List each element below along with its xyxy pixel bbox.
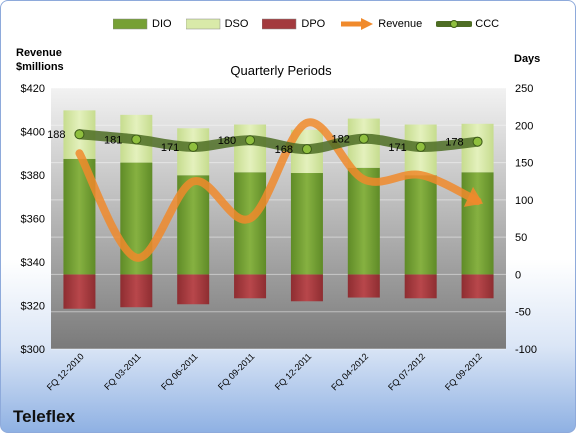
right-axis-title: Days — [514, 53, 541, 65]
category-label: FQ 12-2011 — [273, 351, 314, 392]
category-label: FQ 09-2012 — [443, 351, 484, 392]
category-label: FQ 09-2011 — [216, 351, 257, 392]
right-tick-label: 50 — [515, 232, 527, 244]
ccc-marker — [188, 141, 199, 152]
legend-label: Revenue — [378, 18, 423, 30]
legend-item: DSO — [185, 17, 249, 31]
legend-item: CCC — [436, 17, 499, 31]
legend-swatch-bar — [262, 18, 297, 30]
left-tick-label: $320 — [21, 301, 45, 313]
dso-bar — [234, 124, 267, 173]
legend-label: CCC — [475, 18, 500, 30]
ccc-data-label: 168 — [275, 144, 293, 156]
right-tick-label: -50 — [515, 307, 531, 319]
category-label: FQ 06-2011 — [159, 351, 200, 392]
legend-label: DIO — [152, 18, 172, 30]
dpo-bar — [404, 274, 437, 299]
chart-title-text: Quarterly Periods — [230, 63, 332, 78]
legend-swatch — [113, 18, 148, 30]
legend-swatch — [185, 18, 220, 30]
left-tick-label: $300 — [21, 344, 45, 356]
ccc-data-label: 180 — [218, 135, 236, 147]
plot-area — [51, 88, 506, 349]
legend-swatch-marker — [450, 20, 459, 28]
revenue-arrowhead — [463, 186, 484, 207]
legend-item: DIO — [113, 17, 172, 31]
legend-swatch — [341, 18, 374, 30]
ccc-marker — [74, 129, 85, 140]
left-tick-label: $340 — [21, 257, 45, 269]
dio-bar — [461, 172, 494, 275]
left-axis-title: Revenue $millions — [16, 47, 64, 73]
ccc-data-label: 182 — [331, 134, 349, 146]
legend-item: Revenue — [339, 17, 422, 31]
dpo-bar — [177, 274, 210, 305]
right-tick-label: 100 — [515, 195, 533, 207]
legend-label: DSO — [224, 18, 249, 30]
ccc-data-label: 171 — [161, 142, 179, 154]
dpo-bar — [234, 274, 267, 299]
dio-bar — [404, 175, 437, 275]
bar-series — [63, 110, 494, 309]
revenue-series — [75, 118, 484, 262]
ccc-marker — [415, 141, 426, 152]
company-name: Teleflex — [13, 407, 76, 426]
dio-bar — [234, 172, 267, 275]
legend-item: DPO — [262, 17, 325, 31]
revenue-line — [75, 118, 482, 262]
ccc-marker — [301, 144, 312, 155]
ccc-marker — [358, 133, 369, 144]
left-tick-label: $380 — [21, 170, 45, 182]
right-tick-label: 150 — [515, 158, 533, 170]
legend-swatch-arrowhead — [361, 18, 374, 30]
dpo-bar — [461, 274, 494, 299]
legend-swatch-bar — [113, 18, 148, 30]
dpo-bar — [347, 274, 380, 298]
ccc-data-label: 188 — [47, 129, 65, 141]
ccc-data-label: 171 — [388, 142, 406, 154]
right-tick-label: 200 — [515, 120, 533, 132]
legend-swatch-bar — [185, 18, 220, 30]
right-tick-label: 0 — [515, 269, 521, 281]
legend-swatch — [436, 20, 473, 28]
dpo-bar — [63, 274, 96, 309]
category-label: FQ 07-2012 — [386, 351, 427, 392]
right-tick-label: -100 — [515, 344, 537, 356]
legend-swatch — [262, 18, 297, 30]
ccc-marker — [131, 134, 142, 145]
legend: DIO DSO DPO Revenue CCC — [113, 15, 513, 33]
ccc-marker — [245, 135, 256, 146]
right-tick-label: 250 — [515, 83, 533, 95]
dio-bar — [290, 173, 323, 275]
left-tick-label: $420 — [21, 83, 45, 95]
ccc-data-label: 178 — [445, 137, 463, 149]
category-label: FQ 03-2011 — [102, 351, 143, 392]
dpo-bar — [290, 274, 323, 302]
category-label: FQ 04-2012 — [329, 351, 370, 392]
left-tick-label: $400 — [21, 127, 45, 139]
chart-title: Quarterly Periods — [1, 63, 575, 78]
ccc-data-label: 181 — [104, 134, 122, 146]
ccc-marker — [472, 136, 483, 147]
legend-label: DPO — [301, 18, 326, 30]
dpo-bar — [120, 274, 153, 308]
category-label: FQ 12-2010 — [45, 351, 86, 392]
left-tick-label: $360 — [21, 214, 45, 226]
ccc-series: 188 181 171 180 168 182 171 178 — [47, 129, 483, 156]
